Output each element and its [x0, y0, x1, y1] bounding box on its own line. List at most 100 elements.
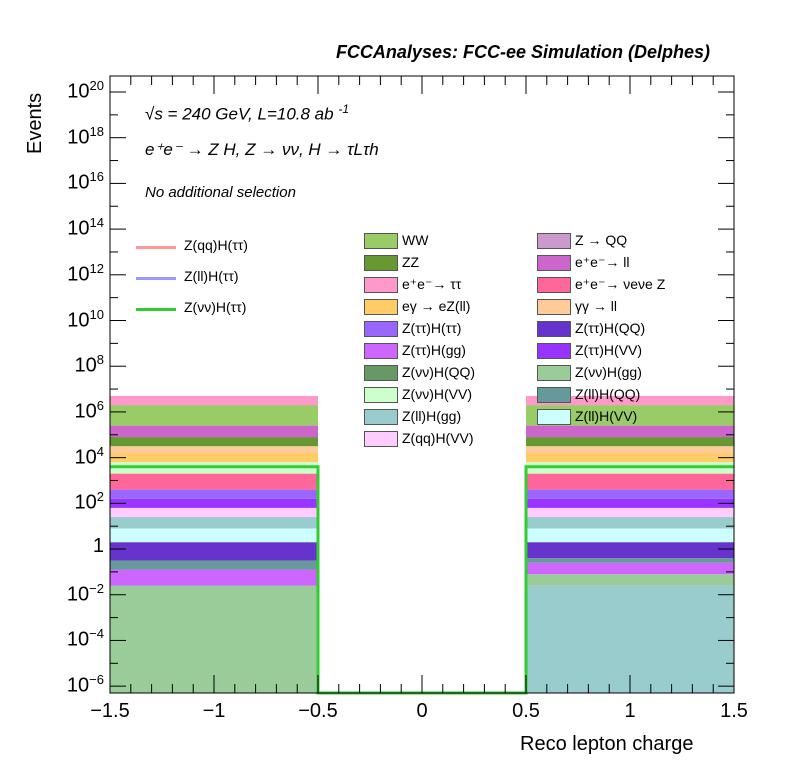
legend-box-swatch: [364, 387, 398, 403]
y-tick-exponent: 14: [89, 215, 104, 231]
legend-box-label: e⁺e⁻→ νeνe Z: [575, 276, 666, 292]
y-tick-label: 10−6: [67, 672, 104, 698]
legend-box-swatch: [537, 233, 571, 249]
legend-box-swatch: [364, 321, 398, 337]
y-tick-label: 104: [75, 444, 104, 470]
stack-bar-bin1-band14: [526, 437, 734, 447]
legend-line-label: Z(ll)H(ττ): [184, 268, 239, 284]
process-label: e⁺e⁻ → Z H, Z → νν, H → τLτh: [145, 140, 379, 159]
legend-box-label: Z(qq)H(VV): [402, 430, 474, 446]
legend-box-label: Z(νν)H(gg): [575, 364, 642, 380]
stack-bar-bin0-band12: [110, 446, 318, 454]
stack-bar-bin0-band1: [110, 569, 318, 586]
stack-bar-bin1-band3: [526, 558, 734, 563]
y-tick-base: 10: [74, 491, 97, 514]
x-tick-label: −0.5: [298, 700, 338, 722]
selection-label: No additional selection: [145, 184, 296, 201]
y-axis-title: Events: [24, 92, 46, 154]
stack-bar-bin0-band5: [110, 517, 318, 529]
y-tick-label: 108: [75, 352, 104, 378]
stack-bar-bin0-band7: [110, 498, 318, 508]
legend-box-label: Z(ττ)H(VV): [575, 342, 643, 358]
legend-line-label: Z(νν)H(ττ): [184, 299, 247, 315]
stack-bar-bin1-band7: [526, 507, 734, 518]
legend-box-label: Z(ττ)H(QQ): [575, 320, 646, 336]
legend-box-label: Z(νν)H(QQ): [402, 364, 476, 380]
legend-line-label: Z(qq)H(ττ): [184, 237, 248, 253]
y-tick-label: 1014: [67, 215, 104, 241]
y-tick-label: 102: [75, 489, 104, 515]
stack-bar-bin0-band15: [110, 405, 318, 426]
y-tick-base: 10: [67, 263, 90, 286]
x-tick-label: −1.5: [90, 700, 130, 722]
y-tick-exponent: 16: [89, 169, 104, 185]
stack-bar-bin0-band14: [110, 425, 318, 438]
stack-bar-bin0-band11: [110, 453, 318, 463]
stack-bar-bin0-band8: [110, 489, 318, 499]
axis-ticks: [109, 76, 735, 693]
legend-box-swatch: [364, 277, 398, 293]
legend-box-label: Z(ll)H(QQ): [575, 386, 641, 402]
stack-bar-bin0-band3: [110, 542, 318, 561]
y-tick-base: 10: [66, 583, 90, 606]
legend-box-label: ZZ: [402, 254, 420, 270]
y-tick-exponent: 2: [96, 489, 104, 505]
y-tick-exponent: 8: [96, 352, 104, 368]
y-tick-exponent: 4: [96, 443, 104, 459]
x-axis-title: Reco lepton charge: [520, 733, 694, 755]
legend-box-label: eγ → eZ(ll): [402, 298, 471, 314]
y-tick-exponent: 6: [96, 397, 104, 413]
legend-box-swatch: [364, 299, 398, 315]
y-tick-base: 10: [67, 309, 90, 332]
x-tick-label: 0.5: [512, 700, 540, 722]
y-tick-base: 10: [74, 400, 97, 423]
y-tick-base: 10: [74, 354, 97, 377]
legend-box-label: Z(ll)H(gg): [402, 408, 462, 424]
legend-box-swatch: [537, 365, 571, 381]
x-tick-label: −1: [202, 700, 226, 722]
legend-box-swatch: [537, 299, 571, 315]
y-tick-exponent: 18: [89, 123, 104, 139]
legend-box-label: e⁺e⁻→ ll: [575, 254, 630, 270]
legend-box-swatch: [364, 343, 398, 359]
y-tick-exponent: 10: [89, 306, 104, 322]
legend-box-swatch: [537, 321, 571, 337]
y-tick-label: 10−2: [67, 581, 104, 607]
x-tick-label: 1.5: [720, 700, 748, 722]
legend-box-swatch: [537, 343, 571, 359]
energy-lumi-label: √s = 240 GeV, L=10.8 ab -1: [145, 102, 349, 124]
legend-box-swatch: [364, 233, 398, 249]
y-tick-label: 1018: [67, 124, 104, 150]
legend-box-label: Z(νν)H(VV): [402, 386, 472, 402]
stack-bar-bin0-band4: [110, 528, 318, 543]
stacked-histogram: [110, 395, 734, 693]
plot-header: FCCAnalyses: FCC-ee Simulation (Delphes): [335, 42, 710, 62]
stack-bar-bin0-band6: [110, 507, 318, 518]
y-tick-base: 1: [92, 535, 104, 558]
legend-box-swatch: [364, 255, 398, 271]
legend-box-label: γγ → ll: [575, 298, 617, 314]
stack-bar-bin1-band6: [526, 517, 734, 529]
legend-box-swatch: [364, 365, 398, 381]
y-tick-exponent: −6: [89, 672, 104, 688]
stack-bar-bin1-band16: [526, 405, 734, 426]
y-tick-base: 10: [74, 446, 97, 469]
y-tick-exponent: −4: [89, 626, 104, 642]
stack-bar-bin1-band9: [526, 489, 734, 499]
y-tick-label: 1: [93, 535, 104, 558]
legend-line-swatch: [136, 308, 176, 311]
legend-box-label: Z(ττ)H(gg): [402, 342, 466, 358]
y-tick-base: 10: [66, 629, 90, 652]
stack-bar-bin1-band17: [526, 395, 734, 406]
stack-bar-bin1-band10: [526, 473, 734, 490]
stack-bar-bin1-band1: [526, 574, 734, 586]
y-tick-base: 10: [67, 172, 90, 195]
y-tick-base: 10: [67, 217, 90, 240]
stack-bar-bin1-band13: [526, 446, 734, 454]
legend-box-label: WW: [402, 232, 429, 248]
y-tick-base: 10: [67, 80, 90, 103]
stack-bar-bin0-band2: [110, 560, 318, 570]
stack-bar-bin0-band16: [110, 395, 318, 406]
y-tick-exponent: 12: [89, 260, 104, 276]
legend-box-swatch: [364, 409, 398, 425]
